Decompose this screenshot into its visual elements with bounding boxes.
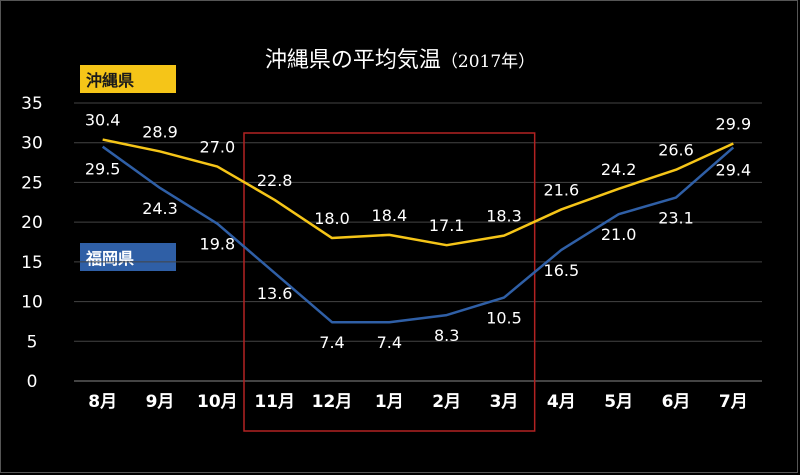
data-label-okinawa: 29.9 (716, 115, 752, 134)
data-label-okinawa: 28.9 (142, 122, 178, 141)
y-tick-label: 15 (21, 253, 43, 273)
data-label-okinawa: 26.6 (658, 141, 694, 160)
data-label-fukuoka: 7.4 (377, 333, 402, 352)
x-tick-label: 6月 (662, 392, 691, 412)
y-tick-label: 20 (21, 213, 43, 233)
y-tick-label: 10 (21, 293, 43, 313)
x-tick-label: 11月 (254, 392, 295, 412)
x-tick-label: 2月 (432, 392, 461, 412)
data-label-fukuoka: 13.6 (257, 284, 293, 303)
y-tick-label: 25 (21, 173, 43, 193)
data-label-fukuoka: 19.8 (200, 235, 236, 254)
data-label-okinawa: 27.0 (200, 138, 236, 157)
x-tick-label: 10月 (197, 392, 238, 412)
data-label-fukuoka: 7.4 (319, 333, 344, 352)
data-label-fukuoka: 24.3 (142, 199, 178, 218)
data-label-okinawa: 30.4 (85, 111, 121, 130)
x-tick-label: 7月 (719, 392, 748, 412)
chart-subtitle: （2017年） (440, 52, 536, 72)
x-tick-label: 4月 (547, 392, 576, 412)
data-label-okinawa: 18.3 (486, 207, 522, 226)
y-tick-label: 30 (21, 134, 43, 154)
series-line-fukuoka (101, 145, 735, 324)
y-tick-label: 35 (21, 94, 43, 114)
x-tick-label: 8月 (88, 392, 117, 412)
x-tick-label: 5月 (604, 392, 633, 412)
data-label-okinawa: 22.8 (257, 171, 293, 190)
legend-okinawa: 沖縄県 (80, 65, 176, 93)
data-label-fukuoka: 23.1 (658, 209, 694, 228)
data-label-okinawa: 24.2 (601, 160, 637, 179)
data-label-okinawa: 18.0 (314, 209, 350, 228)
x-tick-label: 9月 (146, 392, 175, 412)
data-label-fukuoka: 8.3 (434, 326, 459, 345)
data-label-fukuoka: 10.5 (486, 309, 522, 328)
data-label-fukuoka: 16.5 (544, 261, 580, 280)
data-label-okinawa: 21.6 (544, 180, 580, 199)
data-label-fukuoka: 29.4 (716, 160, 752, 179)
data-label-fukuoka: 21.0 (601, 225, 637, 244)
y-tick-label: 0 (27, 372, 38, 392)
highlight-box (243, 132, 536, 432)
data-label-okinawa: 17.1 (429, 216, 465, 235)
chart-title: 沖縄県の平均気温（2017年） (0, 42, 800, 74)
x-tick-label: 1月 (375, 392, 404, 412)
x-tick-label: 12月 (312, 392, 353, 412)
x-tick-label: 3月 (490, 392, 519, 412)
series-line-okinawa (102, 138, 734, 247)
y-tick-label: 5 (27, 332, 38, 352)
data-label-okinawa: 18.4 (372, 206, 408, 225)
legend-fukuoka: 福岡県 (80, 243, 176, 271)
chart-title-text: 沖縄県の平均気温 (264, 48, 441, 73)
data-label-fukuoka: 29.5 (85, 160, 121, 179)
